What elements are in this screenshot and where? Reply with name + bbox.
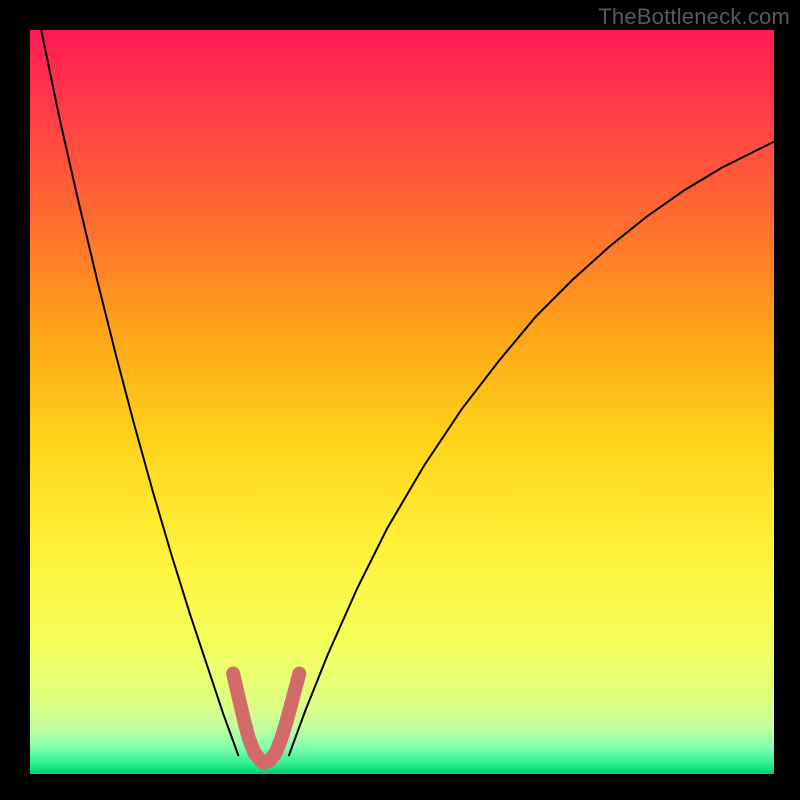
watermark-text: TheBottleneck.com xyxy=(598,4,790,30)
chart-svg xyxy=(0,0,800,800)
bottleneck-chart: TheBottleneck.com xyxy=(0,0,800,800)
plot-background xyxy=(30,30,774,774)
